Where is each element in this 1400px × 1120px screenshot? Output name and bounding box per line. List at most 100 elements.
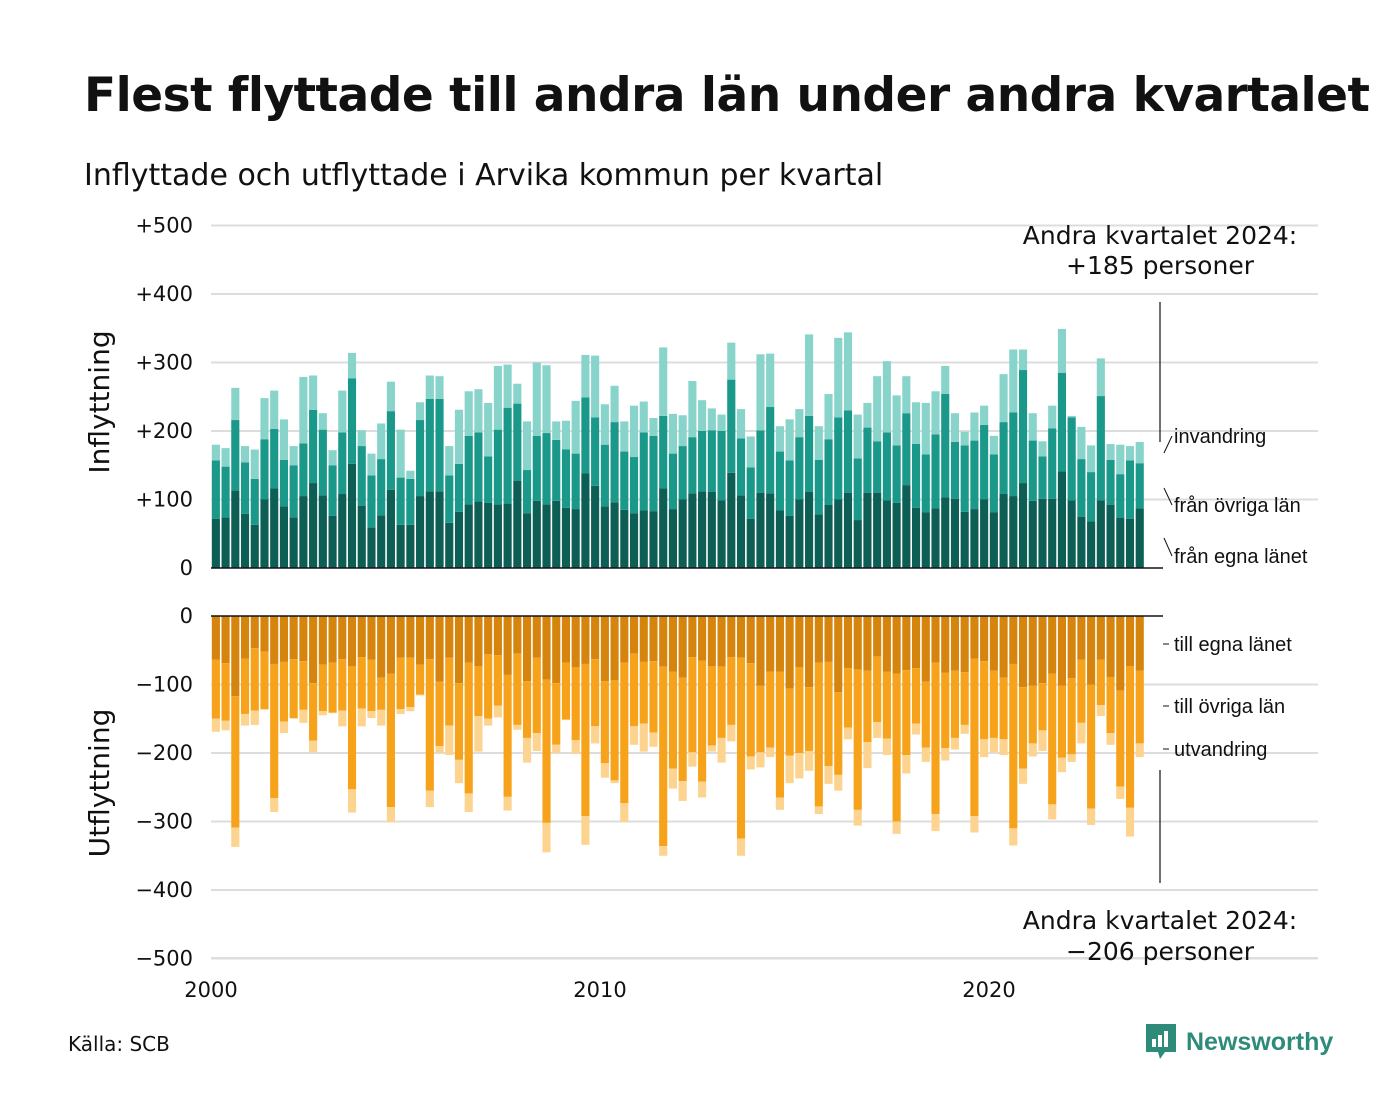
bar-other <box>1106 459 1115 505</box>
bar-intl <box>581 816 590 845</box>
bar-intl <box>989 435 998 455</box>
bar-own <box>629 616 639 654</box>
bar-intl <box>688 380 697 438</box>
bar-other <box>221 663 230 721</box>
ytick-label: +100 <box>135 488 193 512</box>
bar-other <box>834 417 843 500</box>
bar-intl <box>736 409 746 439</box>
bar-other <box>814 662 823 807</box>
bar-other <box>620 451 629 510</box>
bar-own <box>688 616 697 658</box>
bar-own <box>717 616 726 667</box>
bar-intl <box>591 726 600 744</box>
bar-intl <box>824 766 833 784</box>
bar-other <box>912 444 921 508</box>
bar-own <box>347 616 357 667</box>
bar-other <box>503 407 512 504</box>
bar-intl <box>620 421 629 452</box>
bar-intl <box>882 738 891 756</box>
ytick-label: +200 <box>135 419 193 443</box>
bar-other <box>668 453 677 510</box>
bar-other <box>1125 666 1135 808</box>
bar-other <box>717 666 726 738</box>
bar-other <box>950 670 960 738</box>
bar-other <box>523 470 532 514</box>
bar-own <box>552 616 561 684</box>
bar-other <box>1087 684 1096 809</box>
xticks: 2000 2010 2020 <box>184 978 1015 1002</box>
bar-other <box>921 681 930 748</box>
bar-own <box>960 616 969 673</box>
bar-other <box>493 429 502 505</box>
ytick-label: +500 <box>135 214 193 238</box>
bar-own <box>299 496 308 568</box>
bar-own <box>824 616 833 662</box>
bar-other <box>250 648 259 711</box>
bar-intl <box>873 376 882 442</box>
bar-own <box>396 616 405 658</box>
bar-own <box>746 518 755 568</box>
bar-own <box>610 502 619 568</box>
bar-own <box>396 524 405 568</box>
bar-own <box>454 511 464 568</box>
brand-name: Newsworthy <box>1186 1027 1334 1056</box>
bar-other <box>532 435 541 501</box>
bar-intl <box>211 718 220 732</box>
ytick-label: −400 <box>135 878 193 902</box>
newsworthy-logo-icon <box>1146 1024 1176 1059</box>
bar-own <box>620 616 629 663</box>
bar-own <box>882 500 891 568</box>
bar-intl <box>1077 426 1086 460</box>
bar-intl <box>406 707 415 712</box>
bar-own <box>318 495 327 568</box>
bar-own <box>707 491 716 568</box>
bar-intl <box>347 352 357 379</box>
bar-intl <box>523 421 532 471</box>
bar-own <box>250 524 259 568</box>
bar-intl <box>668 413 677 454</box>
bar-other <box>950 441 960 499</box>
bar-other <box>989 670 998 738</box>
segment-label: från egna länet <box>1174 546 1308 568</box>
bar-other <box>1028 685 1037 744</box>
segment-label: från övriga län <box>1174 495 1301 517</box>
bar-other <box>649 435 658 512</box>
bar-own <box>931 508 940 568</box>
bar-own <box>678 616 687 678</box>
bar-own <box>279 616 288 662</box>
bar-other <box>805 415 814 492</box>
bar-intl <box>396 429 405 478</box>
bar-own <box>775 510 784 568</box>
bar-intl <box>649 417 658 436</box>
bar-intl <box>629 726 639 745</box>
bar-other <box>561 449 571 508</box>
bar-other <box>727 657 736 725</box>
bar-intl <box>600 763 609 778</box>
bar-own <box>805 491 814 568</box>
bar-other <box>552 683 561 745</box>
bar-intl <box>989 737 998 753</box>
bar-intl <box>766 353 775 408</box>
bar-own <box>610 616 619 681</box>
bar-other <box>766 671 775 748</box>
bar-own <box>240 513 250 568</box>
bar-own <box>474 501 483 568</box>
bar-intl <box>620 803 629 823</box>
bar-other <box>843 668 853 728</box>
bar-own <box>211 518 220 568</box>
bar-intl <box>1038 441 1047 457</box>
segment-labels: invandring från övriga län från egna länet… <box>1163 426 1308 761</box>
bar-intl <box>484 402 493 457</box>
bar-other <box>464 435 473 505</box>
bar-own <box>386 616 395 674</box>
bar-intl <box>435 746 444 753</box>
bar-own <box>591 485 600 568</box>
bar-intl <box>707 408 716 431</box>
bar-own <box>464 504 473 568</box>
bar-other <box>561 662 571 720</box>
bar-intl <box>1067 754 1076 762</box>
bar-intl <box>980 405 989 425</box>
bar-own <box>912 507 921 568</box>
bar-intl <box>795 753 804 779</box>
bar-intl <box>309 375 318 410</box>
